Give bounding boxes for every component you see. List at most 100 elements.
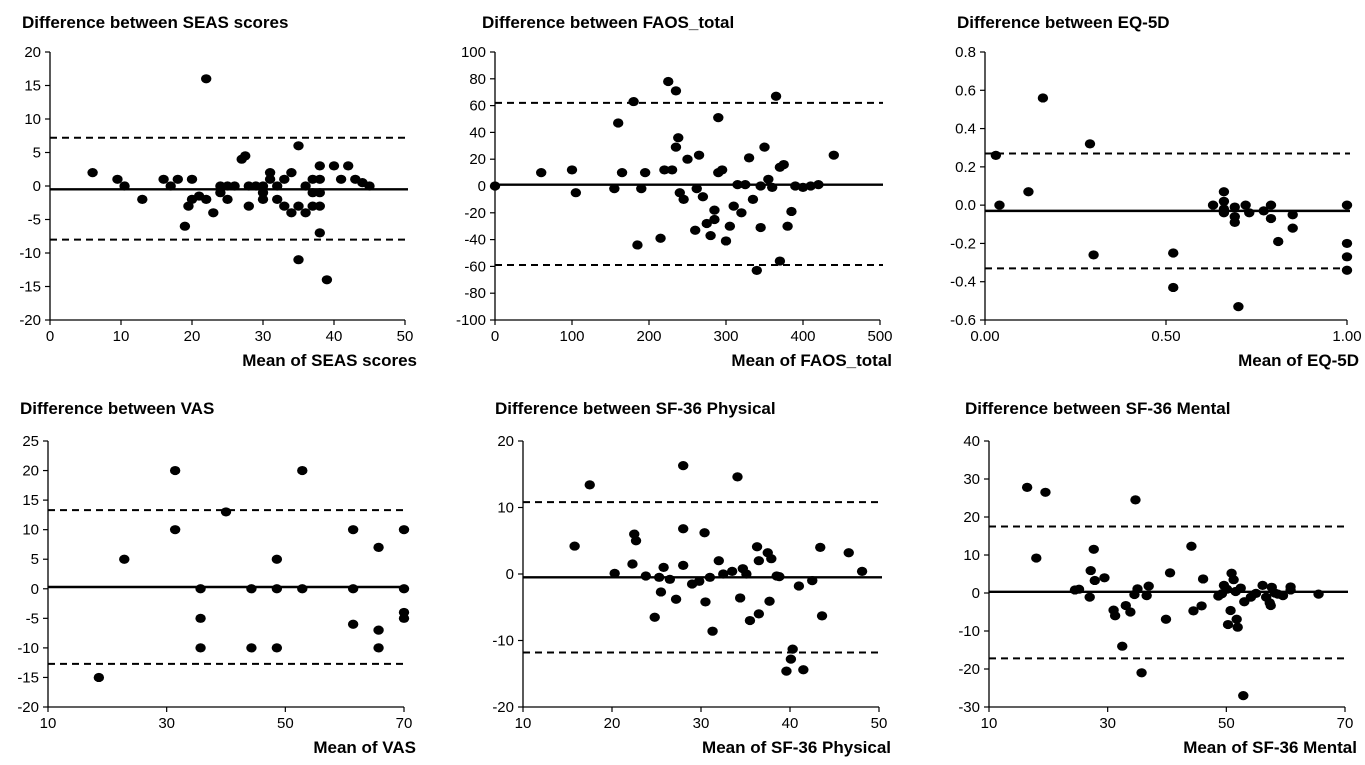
data-point <box>653 572 665 582</box>
data-point <box>343 161 354 171</box>
data-point <box>1250 588 1262 598</box>
x-tick-label: 50 <box>1218 715 1235 732</box>
y-tick-label: -20 <box>19 312 41 329</box>
data-point <box>297 465 308 476</box>
data-point <box>1218 187 1230 197</box>
y-tick-label: -20 <box>17 699 39 716</box>
x-tick-label: 0 <box>46 328 54 345</box>
data-point <box>678 461 689 471</box>
data-point <box>751 542 763 552</box>
y-tick-label: -0.2 <box>950 235 976 252</box>
chart-seas: Difference between SEAS scores 20151050-… <box>19 13 417 370</box>
data-point <box>1164 568 1176 578</box>
data-point <box>257 188 269 198</box>
data-point <box>195 613 206 623</box>
data-point <box>297 584 308 594</box>
data-point <box>716 165 728 175</box>
data-point <box>1285 585 1296 595</box>
y-tick-label: 20 <box>24 44 41 61</box>
data-point <box>770 91 782 101</box>
data-point <box>119 554 130 564</box>
data-point <box>744 615 756 626</box>
data-point <box>1341 252 1353 262</box>
data-point <box>566 165 578 175</box>
data-point <box>663 76 674 87</box>
data-point <box>1037 93 1049 103</box>
x-tick-label: 200 <box>636 328 661 345</box>
x-tick-label: 30 <box>1099 715 1116 732</box>
data-point <box>639 168 651 178</box>
data-point <box>300 181 311 191</box>
data-point <box>240 151 251 161</box>
panel-faos: Difference between FAOS_total 100 80 60 40 2… <box>455 0 910 382</box>
data-point <box>678 194 689 204</box>
x-tick-label: 10 <box>113 328 130 345</box>
chart-sf36-physical: Difference between SF-36 Physical 20 10 0 -… <box>492 399 891 757</box>
y-tick-label: -10 <box>17 640 39 657</box>
data-point <box>272 194 283 204</box>
data-point <box>670 142 682 152</box>
y-tick-label: -10 <box>492 633 514 650</box>
y-tick-label: -5 <box>26 610 39 627</box>
data-point <box>1168 282 1179 293</box>
data-point <box>1207 200 1219 210</box>
x-tick-label: 10 <box>981 715 998 732</box>
data-point <box>1088 544 1099 554</box>
data-point <box>314 201 325 211</box>
data-point <box>584 480 595 490</box>
data-point <box>257 194 269 204</box>
data-point <box>1088 250 1099 260</box>
y-tick-label: 0 <box>31 581 39 598</box>
data-point <box>1287 210 1298 220</box>
data-point <box>321 275 333 285</box>
data-point <box>659 165 670 175</box>
data-point <box>1232 622 1243 632</box>
data-point <box>694 576 705 586</box>
data-point <box>172 174 183 184</box>
y-tick-label: 40 <box>469 124 486 141</box>
data-point <box>1240 200 1251 210</box>
data-point <box>781 666 792 676</box>
data-point <box>137 194 148 204</box>
data-point <box>813 180 824 190</box>
data-point <box>713 556 724 566</box>
x-tick-label: 30 <box>158 715 175 732</box>
data-point <box>279 201 290 211</box>
data-point <box>1221 584 1233 594</box>
data-point <box>398 525 410 535</box>
y-tick-label: 0.0 <box>955 197 976 214</box>
x-tick-label: 10 <box>515 715 532 732</box>
y-tick-label: 15 <box>22 492 39 509</box>
chart-title: Difference between EQ-5D <box>957 13 1170 32</box>
data-point <box>1265 200 1277 210</box>
data-point <box>169 465 181 476</box>
chart-vas: Difference between VAS 2520151050-5-10-1… <box>17 399 416 757</box>
chart-title: Difference between VAS <box>20 399 214 418</box>
data-point <box>786 206 797 217</box>
data-point <box>705 230 716 241</box>
data-point <box>628 96 639 107</box>
y-tick-label: 10 <box>963 547 980 564</box>
x-tick-label: 70 <box>396 715 413 732</box>
data-point <box>691 184 702 194</box>
chart-faos: Difference between FAOS_total 100 80 60 40 2… <box>456 13 893 370</box>
y-tick-label: -20 <box>492 699 514 716</box>
data-point <box>797 182 809 192</box>
data-point <box>627 559 638 569</box>
data-point <box>787 644 798 654</box>
data-point <box>736 208 747 218</box>
data-point <box>701 218 712 229</box>
data-point <box>655 233 666 243</box>
data-point <box>286 208 297 218</box>
data-point <box>613 118 624 128</box>
x-tick-label: 50 <box>397 328 414 345</box>
data-point <box>1160 614 1172 624</box>
data-point <box>1218 208 1230 218</box>
data-point <box>709 214 720 225</box>
data-point <box>112 174 123 184</box>
data-point <box>699 528 710 538</box>
x-axis-label: Mean of SF-36 Mental <box>1183 738 1357 757</box>
data-point <box>828 150 839 160</box>
x-tick-label: 10 <box>40 715 57 732</box>
